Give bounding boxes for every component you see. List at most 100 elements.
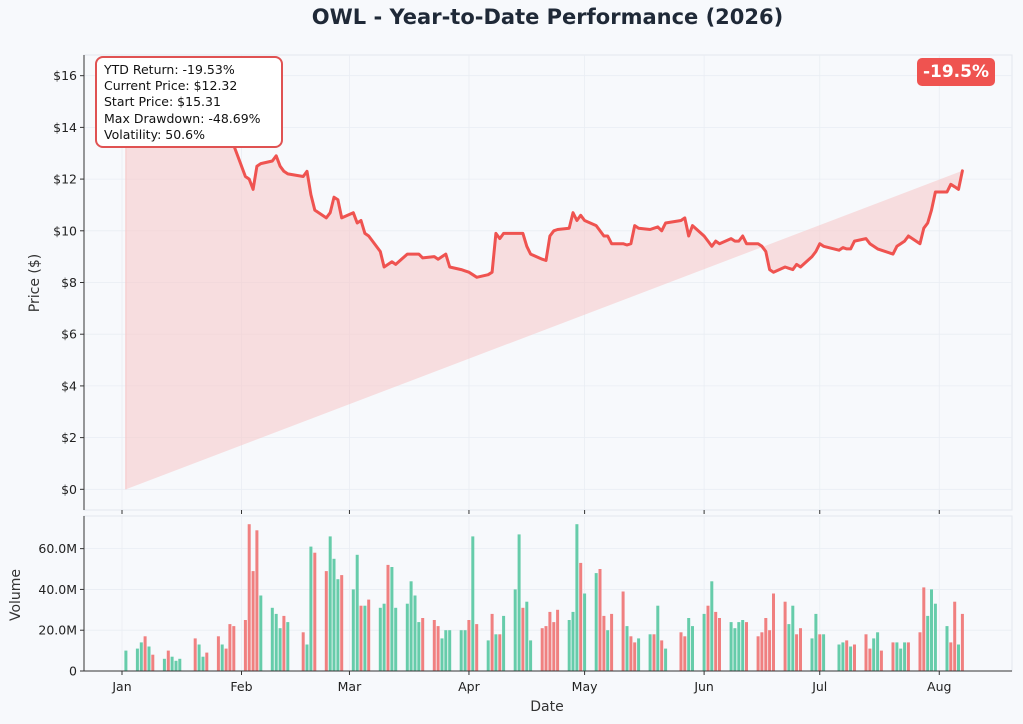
volume-bar <box>413 595 417 671</box>
volume-bar <box>637 638 641 671</box>
volume-bar <box>841 642 845 671</box>
volume-bar <box>895 642 899 671</box>
volume-bar <box>459 630 463 671</box>
volume-bar <box>336 579 340 671</box>
volume-bar <box>421 618 425 671</box>
volume-bar <box>255 530 259 671</box>
price-line <box>124 74 964 279</box>
volume-bar <box>502 615 506 671</box>
volume-bar <box>949 642 953 671</box>
price-ytick-label-7: $14 <box>53 120 77 135</box>
volume-bar <box>556 609 560 671</box>
volume-bar <box>787 624 791 671</box>
volume-bar <box>837 644 841 671</box>
volume-bar <box>625 626 629 671</box>
volume-bar <box>930 589 933 671</box>
volume-bar <box>760 632 764 672</box>
volume-bar <box>718 618 721 671</box>
volume-bar <box>147 646 151 671</box>
volume-bar <box>957 644 960 671</box>
volume-bar <box>351 589 355 671</box>
volume-bar <box>216 636 220 671</box>
volume-bar <box>679 632 683 672</box>
volume-bar <box>475 624 479 671</box>
volume-bar <box>517 534 521 671</box>
volume-bar <box>918 632 922 672</box>
volume-bar <box>124 650 128 671</box>
volume-bar <box>170 656 174 671</box>
volume-bar <box>791 605 795 671</box>
volume-bar <box>872 638 876 671</box>
price-ytick-label-6: $12 <box>53 172 77 187</box>
volume-bar <box>664 648 668 671</box>
volume-bar <box>602 615 606 671</box>
chart-title: OWL - Year-to-Date Performance (2026) <box>311 5 784 29</box>
xtick-label-4: May <box>572 679 598 694</box>
volume-bar <box>687 618 691 671</box>
volume-bar <box>305 644 309 671</box>
line-layer <box>124 74 964 279</box>
volume-bar <box>440 638 444 671</box>
volume-bar <box>162 658 166 671</box>
volume-bar <box>363 605 367 671</box>
volume-bar <box>926 615 930 671</box>
volume-bar <box>436 626 440 671</box>
volume-bar <box>178 658 182 671</box>
volume-bar <box>220 644 224 671</box>
volume-bar <box>313 552 317 671</box>
volume-bar <box>274 613 278 671</box>
volume-bar <box>224 648 228 671</box>
x-axis-label: Date <box>530 699 563 715</box>
volume-bar <box>251 571 255 671</box>
volume-bar <box>463 630 467 671</box>
volume-bar <box>525 601 529 671</box>
volume-ytick-label-0: 0 <box>69 664 77 679</box>
volume-bar <box>868 648 872 671</box>
volume-bar <box>575 524 579 671</box>
volume-bar <box>691 626 694 671</box>
volume-bar <box>432 620 436 671</box>
price-ytick-label-5: $10 <box>53 223 77 238</box>
volume-bar <box>710 581 714 671</box>
volume-bar <box>417 622 421 671</box>
volume-bar <box>247 524 251 671</box>
volume-bar <box>448 630 452 671</box>
volume-bar <box>933 603 937 671</box>
volume-bar <box>783 601 787 671</box>
price-ytick-label-8: $16 <box>53 68 77 83</box>
volume-bar <box>139 642 143 671</box>
volume-bar <box>660 640 664 671</box>
volume-bar <box>197 644 201 671</box>
volume-bar <box>714 611 718 671</box>
volume-bar <box>845 640 849 671</box>
volume-bar <box>174 660 178 671</box>
volume-bar <box>953 601 957 671</box>
volume-ytick-label-2: 40.0M <box>38 582 77 597</box>
xtick-label-0: Jan <box>111 679 131 694</box>
volume-bar <box>610 613 614 671</box>
volume-bar <box>270 607 274 671</box>
xtick-label-2: Mar <box>338 679 362 694</box>
volume-bar <box>598 569 602 671</box>
volume-bar <box>444 630 448 671</box>
stat-max-drawdown: Max Drawdown: -48.69% <box>104 110 261 126</box>
volume-bar <box>340 575 344 671</box>
xtick-label-6: Jul <box>811 679 827 694</box>
volume-bar <box>521 607 525 671</box>
volume-bar <box>945 626 949 671</box>
volume-bar <box>548 611 552 671</box>
stat-current-price: Current Price: $12.32 <box>104 78 238 94</box>
volume-bar <box>606 630 610 671</box>
volume-bar <box>367 599 371 671</box>
volume-bar <box>583 593 587 671</box>
volume-bar <box>706 605 710 671</box>
volume-bar <box>405 603 409 671</box>
volume-bar <box>151 654 155 671</box>
volume-bar <box>799 628 802 671</box>
ytd-return-badge: -19.5% <box>916 58 995 86</box>
volume-bar <box>378 607 382 671</box>
volume-bar <box>652 634 656 671</box>
volume-bar <box>513 589 517 671</box>
volume-bar <box>922 587 926 671</box>
